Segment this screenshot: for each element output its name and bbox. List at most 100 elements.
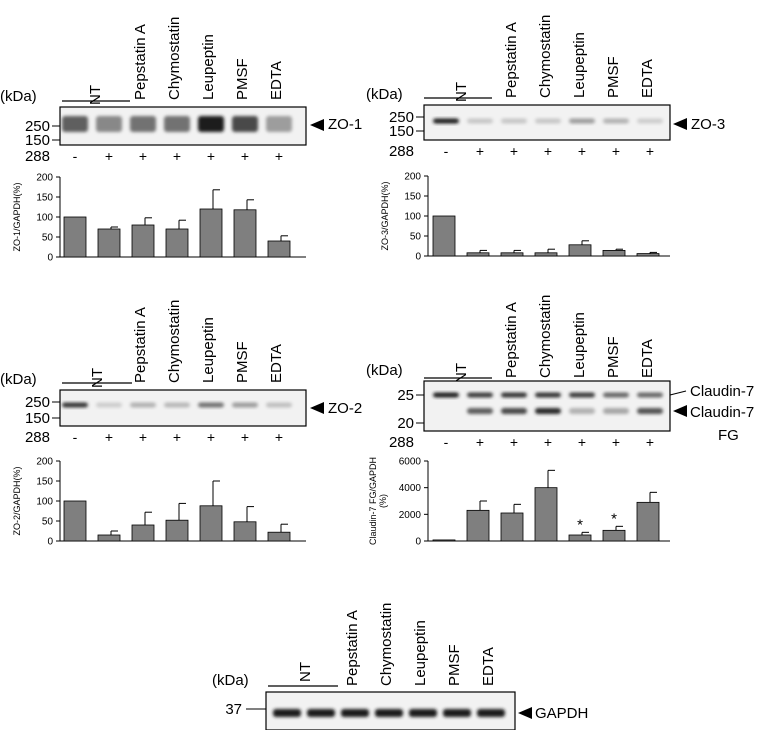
treatment-sign-0: - — [444, 143, 449, 159]
y-axis-label: ZO-1/GAPDH(%) — [12, 182, 22, 251]
protein-label-gapdh: GAPDH — [535, 705, 588, 722]
significance-star: * — [611, 510, 617, 527]
blot-band — [307, 709, 335, 717]
panel-zo2: NT Pepstatin A Chymostatin Leupeptin PMSF EDT… — [0, 300, 362, 548]
y-tick-label-3: 150 — [404, 192, 421, 203]
marker-0: 25 — [397, 387, 414, 404]
lane-label-nt: NT — [297, 662, 314, 682]
blot-band — [501, 408, 527, 414]
bar-chart-cld7: 0 2000 4000 6000 Claudin-7 FG/GAPDH (%) * * — [368, 457, 670, 548]
treatment-sign-4: + — [207, 429, 215, 445]
blot-band — [266, 116, 292, 132]
lane-label-5: EDTA — [268, 61, 285, 100]
y-tick-label-0: 0 — [415, 537, 421, 548]
blot-frame — [423, 380, 671, 432]
blot-band — [535, 392, 561, 398]
lane-label-2: Chymostatin — [166, 300, 183, 383]
lane-label-nt: NT — [89, 368, 106, 388]
bar-3 — [534, 487, 558, 542]
blot-band — [232, 402, 258, 408]
band-arrow — [518, 707, 532, 719]
lane-label-1: Pepstatin A — [132, 24, 149, 100]
lane-label-nt: NT — [453, 82, 470, 102]
lane-label-1: Pepstatin A — [503, 302, 520, 378]
lane-label-4: PMSF — [605, 336, 622, 378]
protein-label-1: Claudin-7 — [690, 404, 754, 421]
treatment-sign-6: + — [275, 429, 283, 445]
bar-4 — [199, 208, 223, 258]
treatment-sign-2: + — [510, 143, 518, 159]
blot-band — [164, 116, 190, 132]
blot-band — [232, 116, 258, 132]
bar-4 — [199, 505, 223, 542]
lane-label-3: Leupeptin — [412, 620, 429, 686]
blot-band — [409, 709, 437, 717]
bar-5 — [602, 249, 626, 257]
y-axis-label: Claudin-7 FG/GAPDH — [368, 457, 378, 545]
treatment-sign-5: + — [241, 148, 249, 164]
bar-1 — [466, 252, 490, 257]
blot-band — [273, 709, 301, 717]
bar-4 — [568, 534, 592, 542]
lane-label-4: PMSF — [605, 56, 622, 98]
bar-chart-zo3: 0 50 100 150 200 ZO-3/GAPDH(%) — [380, 172, 670, 263]
blot-band — [96, 402, 122, 408]
band-arrow — [310, 402, 324, 414]
blot-band — [164, 402, 190, 408]
lane-label-3: Leupeptin — [200, 317, 217, 383]
blot-band — [637, 392, 663, 398]
blot-band — [433, 392, 459, 398]
panels-root: NT Pepstatin A Chymostatin Leupeptin PMSF EDT… — [0, 15, 754, 730]
treatment-sign-5: + — [612, 143, 620, 159]
blot-frame — [423, 104, 671, 141]
bar-3 — [165, 228, 189, 258]
row-288-label: 288 — [389, 434, 414, 451]
row-288-label: 288 — [25, 429, 50, 446]
treatment-sign-6: + — [646, 143, 654, 159]
bar-6 — [636, 501, 660, 542]
y-tick-label-4: 200 — [404, 172, 421, 183]
marker-0: 250 — [25, 118, 50, 135]
blot-band — [501, 118, 527, 124]
y-tick-label-1: 50 — [42, 233, 54, 244]
bar-4 — [568, 244, 592, 257]
y-tick-label-3: 150 — [36, 477, 53, 488]
treatment-sign-5: + — [612, 434, 620, 450]
lane-label-4: PMSF — [234, 58, 251, 100]
y-tick-label-2: 100 — [36, 213, 53, 224]
treatment-sign-1: + — [476, 434, 484, 450]
blot-band — [569, 118, 595, 124]
blot-band — [603, 118, 629, 124]
blot-band — [62, 116, 88, 132]
bar-2 — [500, 252, 524, 257]
kda-label: (kDa) — [366, 362, 403, 379]
panel-gapdh: (kDa) NT Pepstatin A Chymostatin Leupeptin PM… — [212, 603, 588, 730]
lane-label-3: Leupeptin — [571, 312, 588, 378]
blot-band — [637, 118, 663, 124]
blot-band — [433, 118, 459, 124]
y-axis-label-2: (%) — [378, 494, 388, 508]
marker-37: 37 — [225, 701, 242, 718]
bar-chart-zo2: 0 50 100 150 200 ZO-2/GAPDH(%) — [12, 457, 306, 548]
treatment-sign-3: + — [173, 148, 181, 164]
bar-3 — [165, 519, 189, 542]
treatment-sign-2: + — [510, 434, 518, 450]
blot-band — [535, 118, 561, 124]
y-axis-label: ZO-3/GAPDH(%) — [380, 181, 390, 250]
treatment-sign-5: + — [241, 429, 249, 445]
protein-label-0: ZO-1 — [328, 116, 362, 133]
blot-band — [477, 709, 505, 717]
blot-band — [130, 402, 156, 408]
bar-2 — [131, 224, 155, 258]
lane-label-4: PMSF — [446, 644, 463, 686]
treatment-sign-3: + — [544, 143, 552, 159]
bar-0 — [432, 539, 456, 542]
bar-5 — [233, 521, 257, 542]
blot-band — [198, 402, 224, 408]
panel-zo1: NT Pepstatin A Chymostatin Leupeptin PMSF EDT… — [0, 17, 362, 264]
y-tick-label-2: 100 — [36, 497, 53, 508]
y-tick-label-0: 0 — [47, 537, 53, 548]
band-arrow — [673, 118, 687, 130]
marker-1: 150 — [25, 410, 50, 427]
